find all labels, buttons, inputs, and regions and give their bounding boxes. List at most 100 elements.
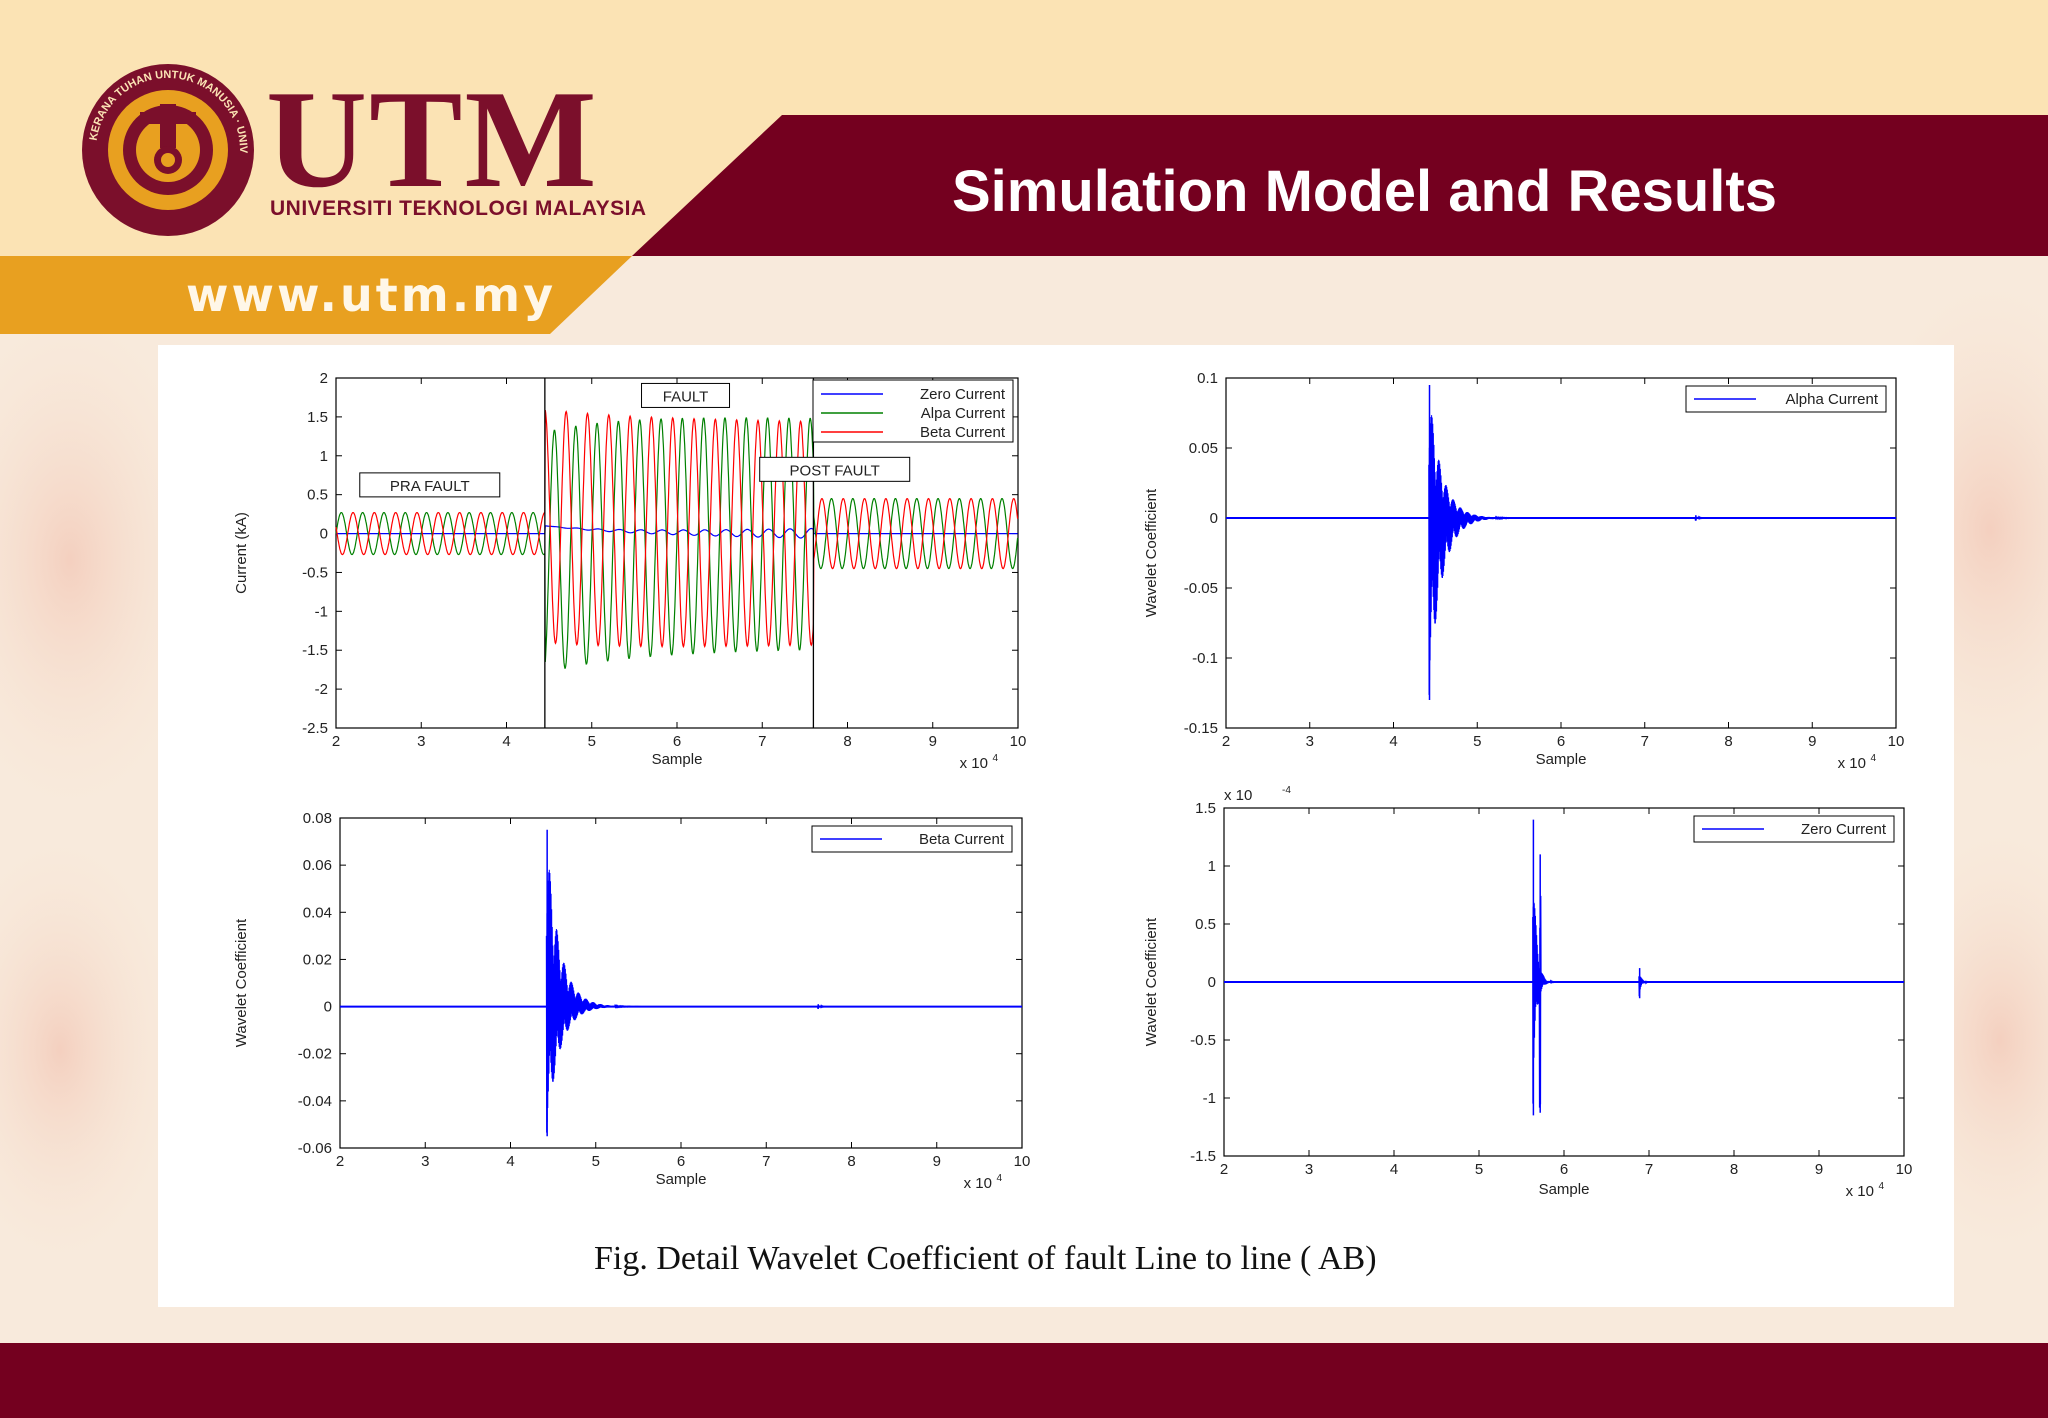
chart3-y-tick-label: 0 [1208, 974, 1216, 991]
chart2-x-tick-label: 7 [762, 1153, 770, 1170]
chart1-burst-1 [1694, 515, 1720, 521]
chart0-legend-label-2: Beta Current [920, 424, 1006, 441]
chart1-x-tick-label: 8 [1724, 733, 1732, 750]
chart2-plot-area [339, 817, 1023, 1149]
header-gold-band [0, 256, 632, 334]
chart-alpha-wavelet: 2 3 4 5 6 7 8 9 10 -0.15 -0.1 -0.05 0 0.05 0.1 Sample Wa… [1143, 370, 1904, 772]
chart0-annotation-2: POST FAULT [790, 462, 880, 479]
chart3-y-tick-label: -0.5 [1190, 1032, 1216, 1049]
chart2-x-exponent: 4 [996, 1173, 1002, 1184]
chart0-y-axis-label: Current (kA) [233, 512, 250, 594]
chart2-legend-box [811, 825, 1013, 853]
chart3-x-tick-label: 10 [1896, 1161, 1913, 1178]
utm-logo-text: UTM [266, 62, 599, 217]
chart2-y-tick-label: -0.02 [298, 1046, 332, 1063]
chart1-x-tick-label: 9 [1808, 733, 1816, 750]
chart3-y-tick-label: -1.5 [1190, 1148, 1216, 1165]
chart0-y-tick-label: -0.5 [302, 564, 328, 581]
chart1-y-tick-label: -0.15 [1184, 720, 1218, 737]
chart1-x-exponent: 4 [1870, 753, 1876, 764]
chart0-annotation-box-0 [359, 472, 501, 498]
website-url: www.utm.my [186, 268, 557, 322]
chart3-x-tick-label: 9 [1815, 1161, 1823, 1178]
header-maroon-band [632, 115, 2048, 256]
chart0-annotation-0: PRA FAULT [390, 478, 470, 495]
chart2-y-tick-label: -0.06 [298, 1140, 332, 1157]
chart0-y-tick-label: -2.5 [302, 720, 328, 737]
chart0-x-tick-label: 4 [502, 733, 510, 750]
chart2-burst-1 [816, 1004, 843, 1009]
chart3-x-tick-label: 8 [1730, 1161, 1738, 1178]
chart2-x-tick-label: 9 [933, 1153, 941, 1170]
chart3-y-tick-label: 1.5 [1195, 800, 1216, 817]
university-name: UNIVERSITI TEKNOLOGI MALAYSIA [270, 197, 647, 220]
chart2-y-tick-label: -0.04 [298, 1093, 332, 1110]
chart0-x-multiplier: x 10 [960, 755, 988, 772]
decor-blot-left [0, 300, 210, 820]
chart1-y-tick-label: -0.05 [1184, 580, 1218, 597]
chart3-x-tick-label: 2 [1220, 1161, 1228, 1178]
chart2-y-tick-label: 0.06 [303, 857, 332, 874]
chart0-y-tick-label: 2 [320, 370, 328, 387]
chart1-x-tick-label: 6 [1557, 733, 1565, 750]
chart2-y-axis-label: Wavelet Coefficient [233, 918, 250, 1047]
chart2-burst-0 [545, 869, 662, 1133]
chart-zero-wavelet: 2 3 4 5 6 7 8 9 10 -1.5 -1 -0.5 0 0.5 1 1.5 Sample Wavele… [1143, 785, 1913, 1200]
chart0-x-tick-label: 6 [673, 733, 681, 750]
chart2-x-tick-label: 8 [847, 1153, 855, 1170]
chart0-y-tick-label: 0 [320, 526, 328, 543]
chart1-y-tick-label: 0 [1210, 510, 1218, 527]
chart1-x-axis-label: Sample [1536, 751, 1587, 768]
chart1-legend-label-0: Alpha Current [1785, 391, 1878, 408]
chart1-y-axis-label: Wavelet Coefficient [1143, 488, 1160, 617]
chart3-x-tick-label: 3 [1305, 1161, 1313, 1178]
chart0-series-2-line [335, 410, 1019, 649]
chart0-x-tick-label: 9 [929, 733, 937, 750]
chart2-x-tick-label: 6 [677, 1153, 685, 1170]
chart0-legend-label-0: Zero Current [920, 386, 1006, 403]
chart2-x-tick-label: 3 [421, 1153, 429, 1170]
chart0-annotation-box-1 [641, 382, 731, 408]
chart3-burst-0 [1532, 895, 1563, 1109]
chart1-y-tick-label: 0.1 [1197, 370, 1218, 387]
chart0-legend-label-1: Alpa Current [921, 405, 1006, 422]
chart0-x-tick-label: 3 [417, 733, 425, 750]
chart1-x-tick-label: 5 [1473, 733, 1481, 750]
chart3-x-exponent: 4 [1878, 1181, 1884, 1192]
chart2-y-tick-label: 0.08 [303, 810, 332, 827]
chart0-x-tick-label: 8 [843, 733, 851, 750]
chart3-x-multiplier: x 10 [1846, 1183, 1874, 1200]
slide-title: Simulation Model and Results [952, 159, 1777, 224]
chart2-x-tick-label: 5 [592, 1153, 600, 1170]
chart1-x-tick-label: 4 [1389, 733, 1397, 750]
chart1-y-tick-label: 0.05 [1189, 440, 1218, 457]
chart3-y-multiplier: x 10 [1224, 787, 1252, 804]
footer-bar [0, 1343, 2048, 1418]
chart0-y-tick-label: 0.5 [307, 487, 328, 504]
chart1-x-multiplier: x 10 [1838, 755, 1866, 772]
chart0-x-exponent: 4 [992, 753, 998, 764]
chart2-x-tick-label: 2 [336, 1153, 344, 1170]
chart1-burst-0 [1428, 415, 1542, 695]
chart-current: 2 3 4 5 6 7 8 9 10 -2.5 -2 -1.5 -1 -0.5 0 0.5 1 1.5 2 Sampl… [233, 370, 1027, 772]
chart1-plot-area [1225, 377, 1897, 729]
chart2-x-tick-label: 10 [1014, 1153, 1031, 1170]
chart3-x-tick-label: 6 [1560, 1161, 1568, 1178]
chart0-annotation-1: FAULT [663, 388, 709, 405]
chart3-y-tick-label: 1 [1208, 858, 1216, 875]
chart0-x-tick-label: 10 [1010, 733, 1027, 750]
chart2-x-axis-label: Sample [656, 1171, 707, 1188]
chart3-burst-1 [1638, 976, 1659, 997]
chart0-y-tick-label: -1 [315, 603, 328, 620]
chart2-y-tick-label: 0.02 [303, 951, 332, 968]
chart0-y-tick-label: -2 [315, 681, 328, 698]
chart1-y-tick-label: -0.1 [1192, 650, 1218, 667]
chart0-y-tick-label: 1 [320, 448, 328, 465]
chart3-y-tick-label: 0.5 [1195, 916, 1216, 933]
decor-blot-left-low [0, 830, 180, 1270]
chart3-x-tick-label: 4 [1390, 1161, 1398, 1178]
chart0-series-1-line [335, 417, 1019, 669]
chart0-y-tick-label: -1.5 [302, 642, 328, 659]
chart2-y-tick-label: 0 [324, 999, 332, 1016]
